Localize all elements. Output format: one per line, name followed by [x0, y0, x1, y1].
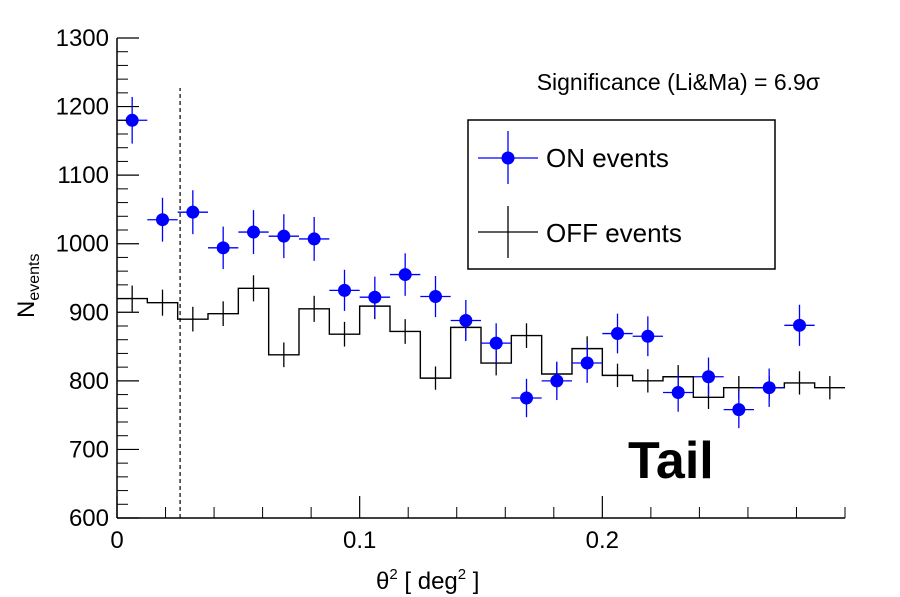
y-tick-label: 1200	[56, 94, 109, 121]
y-tick-label: 600	[69, 505, 109, 532]
y-tick-label: 800	[69, 368, 109, 395]
y-tick-label: 900	[69, 299, 109, 326]
plot-background	[117, 38, 845, 518]
on-data-point	[307, 232, 321, 246]
on-data-point	[793, 318, 806, 332]
on-data-point	[641, 329, 655, 343]
x-axis-unit: deg	[418, 568, 458, 595]
on-data-point	[186, 205, 200, 219]
y-tick-label: 1100	[57, 162, 109, 189]
y-tick-label: 1000	[56, 231, 109, 258]
on-data-point	[398, 268, 412, 282]
on-data-point	[702, 370, 715, 384]
on-data-point	[125, 113, 139, 127]
axes: 600 700 800 900 1000 1100 1200 1300 0 0.1 0.2	[56, 25, 846, 554]
on-data-point	[429, 290, 442, 304]
on-data-point	[520, 391, 533, 405]
on-data-point	[368, 290, 382, 304]
on-data-point	[671, 386, 685, 400]
legend-on-label: ON events	[546, 143, 669, 173]
on-data-point	[247, 225, 260, 239]
plot-area	[117, 38, 845, 518]
x-axis-unit-sup: 2	[458, 566, 466, 583]
x-tick-label: 0.1	[343, 527, 376, 554]
legend-off-label: OFF events	[546, 218, 682, 248]
on-data-point	[216, 241, 230, 255]
on-data-point	[277, 229, 291, 243]
y-tick-label: 1300	[56, 25, 109, 52]
y-axis-symbol-sub: events	[26, 254, 43, 301]
on-data-point	[611, 327, 624, 341]
y-axis-title: Nevents	[13, 254, 43, 318]
legend-on-marker	[501, 151, 515, 165]
on-data-point	[338, 283, 351, 297]
x-axis-symbol: θ	[376, 568, 389, 595]
x-axis-symbol-sup: 2	[389, 566, 397, 583]
legend-off-symbol	[478, 206, 538, 258]
on-data-point	[580, 356, 594, 370]
y-axis-symbol: N	[13, 301, 40, 318]
on-data-point	[732, 403, 746, 417]
x-axis-title: θ2 [ deg2 ]	[376, 566, 479, 595]
on-data-point	[550, 374, 564, 388]
y-tick-label: 700	[69, 436, 109, 463]
legend: ON events OFF events	[467, 119, 776, 270]
on-events-series	[117, 96, 815, 429]
x-tick-label: 0.2	[586, 527, 619, 554]
legend-box	[467, 119, 776, 270]
on-data-point	[459, 314, 473, 328]
significance-annotation: Significance (Li&Ma) = 6.9σ	[537, 69, 820, 95]
on-data-point	[156, 213, 169, 227]
on-data-point	[489, 336, 503, 350]
off-events-histogram	[117, 287, 845, 399]
on-data-point	[762, 381, 776, 395]
tail-region-label: Tail	[628, 432, 714, 490]
x-tick-label: 0	[110, 527, 123, 554]
legend-on-symbol	[478, 131, 538, 184]
